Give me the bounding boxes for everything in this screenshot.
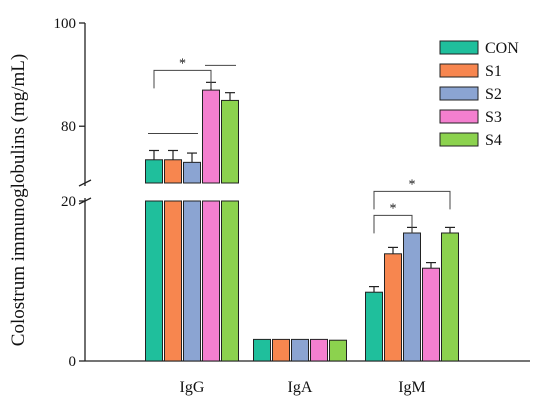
significance-brackets: * * * — [148, 56, 451, 234]
bar — [422, 267, 440, 362]
x-tick-label: IgA — [288, 379, 313, 396]
bar — [253, 338, 271, 362]
bar — [403, 232, 421, 362]
legend-swatch — [439, 109, 479, 124]
y-tick-label: 100 — [54, 16, 77, 32]
bar — [221, 200, 239, 362]
bar — [310, 338, 328, 362]
axis-break-mark — [78, 179, 92, 187]
y-tick-label: 20 — [61, 194, 76, 210]
legend-label: CON — [485, 40, 519, 57]
bar-upper-segment — [183, 161, 201, 184]
legend-swatch — [439, 86, 479, 101]
bar-upper-segment — [145, 159, 163, 184]
significance-star: * — [409, 177, 416, 192]
significance-bracket — [153, 69, 212, 89]
legend-label: S2 — [485, 86, 502, 103]
y-tick-label: 0 — [69, 354, 77, 370]
significance-star: * — [179, 56, 186, 71]
y-axis-label: Colostrum immunoglobulins (mg/mL) — [8, 54, 29, 346]
x-tick-label: IgM — [398, 379, 426, 396]
legend: CON S1 S2 S3 S4 — [439, 40, 519, 149]
bar — [183, 200, 201, 362]
bar — [365, 291, 383, 362]
y-tick-label: 80 — [61, 119, 76, 135]
significance-bracket — [373, 214, 413, 234]
legend-swatch — [439, 40, 479, 55]
bar — [272, 338, 290, 362]
bar-upper-segment — [164, 159, 182, 184]
legend-swatch — [439, 63, 479, 78]
bar-upper-segment — [221, 99, 239, 184]
bar — [329, 339, 347, 362]
bar — [384, 253, 402, 362]
significance-bracket — [373, 190, 451, 210]
bar — [164, 200, 182, 362]
bar — [145, 200, 163, 362]
bar — [291, 338, 309, 362]
bar — [441, 232, 459, 362]
legend-label: S3 — [485, 109, 502, 126]
legend-swatch — [439, 132, 479, 147]
bar — [202, 200, 220, 362]
legend-label: S1 — [485, 63, 502, 80]
significance-star: * — [390, 201, 397, 216]
bar-upper-segment — [202, 89, 220, 184]
legend-label: S4 — [485, 132, 502, 149]
bars: IgG IgA IgM — [145, 81, 459, 396]
x-tick-label: IgG — [180, 379, 205, 396]
